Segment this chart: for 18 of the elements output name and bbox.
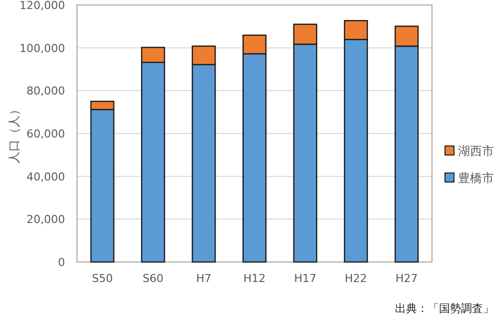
source-note: 出典：「国勢調査」 [395, 302, 494, 315]
x-tick-label: H22 [344, 272, 368, 285]
x-tick-label: H12 [243, 272, 266, 285]
legend-label: 湖西市 [458, 144, 494, 158]
x-tick-label: H17 [294, 272, 316, 285]
legend-label: 豊橋市 [458, 171, 494, 185]
y-tick-label: 120,000 [20, 0, 65, 12]
y-tick-label: 40,000 [26, 170, 65, 184]
y-axis-title: 人口（人） [7, 104, 21, 164]
x-tick-label: H27 [396, 272, 418, 285]
y-tick-label: 0 [58, 256, 65, 269]
y-tick-label: 60,000 [26, 128, 65, 140]
x-tick-label: S60 [142, 272, 164, 285]
x-tick-label: H7 [196, 272, 212, 285]
y-tick-label: 100,000 [20, 42, 65, 55]
y-tick-label: 20,000 [26, 213, 65, 226]
x-tick-label: S50 [92, 272, 113, 285]
y-tick-label: 80,000 [26, 84, 65, 98]
